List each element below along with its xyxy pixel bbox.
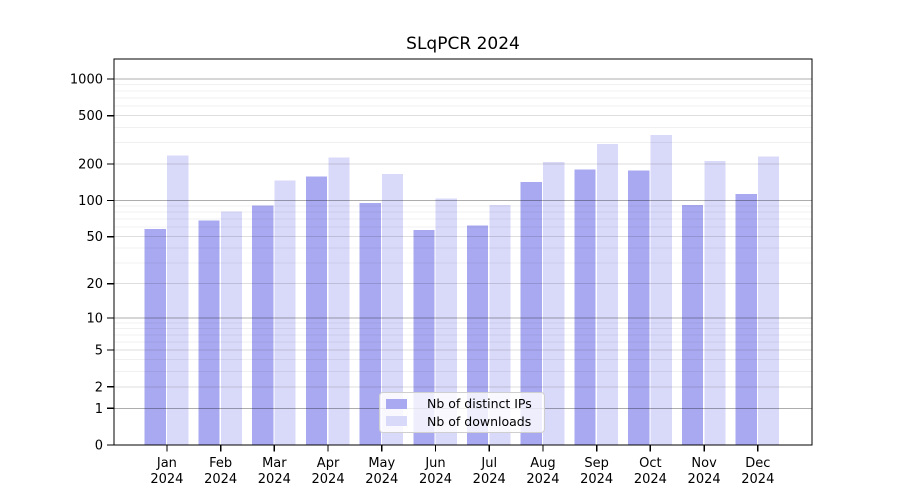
y-tick-label-100: 100 bbox=[78, 194, 103, 209]
legend-label-downloads: Nb of downloads bbox=[427, 413, 532, 429]
x-tick-label-mar: Mar 2024 bbox=[258, 456, 291, 487]
bar-distinct-ips-aug bbox=[520, 182, 542, 445]
bar-downloads-apr bbox=[328, 157, 350, 445]
bar-downloads-may bbox=[382, 174, 404, 445]
legend-item-downloads: Nb of downloads bbox=[386, 413, 544, 430]
bar-downloads-sep bbox=[596, 144, 619, 445]
x-tick-label-feb: Feb 2024 bbox=[204, 456, 237, 487]
legend-swatch-downloads bbox=[386, 416, 407, 427]
bar-downloads-mar bbox=[274, 180, 296, 445]
x-tick-label-aug: Aug 2024 bbox=[526, 456, 559, 487]
legend-swatch-distinct-ips bbox=[386, 398, 407, 409]
bar-distinct-ips-jan bbox=[144, 229, 166, 445]
bar-downloads-jun bbox=[435, 198, 457, 445]
bar-distinct-ips-feb bbox=[198, 220, 220, 445]
bar-distinct-ips-may bbox=[359, 203, 381, 445]
axes-frame bbox=[113, 58, 813, 446]
y-tick-label-5: 5 bbox=[95, 344, 103, 359]
bar-distinct-ips-apr bbox=[305, 176, 328, 445]
x-tick-label-oct: Oct 2024 bbox=[634, 456, 667, 487]
legend-item-distinct-ips: Nb of distinct IPs bbox=[386, 395, 544, 412]
x-tick-label-nov: Nov 2024 bbox=[688, 456, 721, 487]
y-tick-label-1000: 1000 bbox=[70, 72, 103, 87]
bar-distinct-ips-sep bbox=[574, 169, 596, 445]
bar-downloads-feb bbox=[220, 211, 242, 445]
x-tick-label-apr: Apr 2024 bbox=[312, 456, 345, 487]
bar-distinct-ips-jul bbox=[467, 225, 489, 445]
y-tick-label-1: 1 bbox=[95, 402, 103, 417]
x-tick-label-jan: Jan 2024 bbox=[150, 456, 183, 487]
bar-downloads-jan bbox=[167, 155, 189, 445]
bar-distinct-ips-nov bbox=[681, 204, 704, 445]
x-tick-label-jul: Jul 2024 bbox=[473, 456, 506, 487]
bar-distinct-ips-jun bbox=[413, 229, 435, 445]
bar-downloads-oct bbox=[650, 134, 672, 445]
bar-distinct-ips-dec bbox=[735, 194, 757, 445]
y-tick-label-2: 2 bbox=[95, 380, 103, 395]
y-tick-label-20: 20 bbox=[86, 277, 103, 292]
y-tick-label-0: 0 bbox=[95, 439, 103, 454]
bar-distinct-ips-mar bbox=[252, 205, 274, 445]
bar-downloads-aug bbox=[543, 161, 565, 445]
x-tick-label-jun: Jun 2024 bbox=[419, 456, 452, 487]
bar-downloads-jul bbox=[489, 204, 511, 445]
bar-downloads-dec bbox=[758, 156, 780, 445]
legend: Nb of distinct IPs Nb of downloads bbox=[379, 392, 545, 433]
x-tick-label-sep: Sep 2024 bbox=[580, 456, 613, 487]
y-tick-label-200: 200 bbox=[78, 158, 103, 173]
chart-title: SLqPCR 2024 bbox=[406, 34, 520, 54]
bar-distinct-ips-oct bbox=[628, 170, 650, 445]
x-tick-label-may: May 2024 bbox=[365, 456, 398, 487]
legend-label-distinct-ips: Nb of distinct IPs bbox=[427, 396, 532, 412]
y-tick-label-10: 10 bbox=[86, 312, 103, 327]
x-tick-label-dec: Dec 2024 bbox=[741, 456, 774, 487]
bar-downloads-nov bbox=[704, 160, 726, 445]
y-tick-label-50: 50 bbox=[86, 230, 103, 245]
y-tick-label-500: 500 bbox=[78, 109, 103, 124]
